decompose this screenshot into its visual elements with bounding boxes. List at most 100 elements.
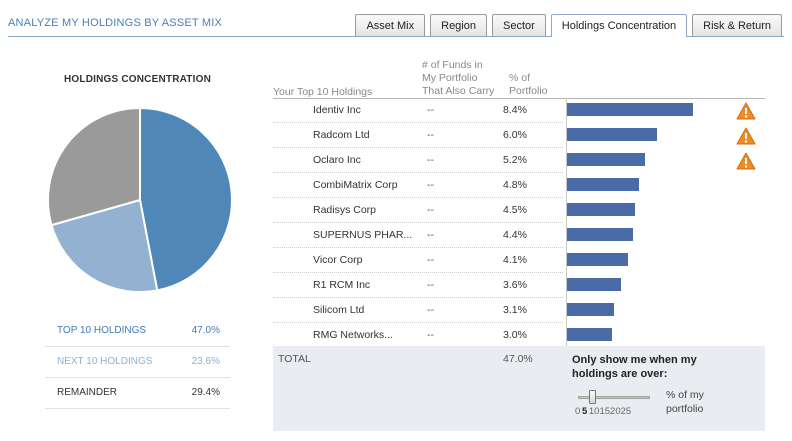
holding-row[interactable]: R1 RCM Inc -- 3.6% [273,273,765,298]
holding-name: Silicom Ltd [313,304,365,316]
holding-name: Radisys Corp [313,204,377,216]
legend-label-next-10: NEXT 10 HOLDINGS [57,356,153,367]
pie-slice-next-10-holdings [50,198,159,293]
bar-axis [566,273,567,298]
holding-row[interactable]: Silicom Ltd -- 3.1% [273,298,765,323]
threshold-slider[interactable]: 0 5 10152025 [575,389,657,419]
holdings-pie-chart [47,107,233,293]
slider-track[interactable] [578,396,650,399]
slider-unit-line2: portfolio [666,403,704,415]
holding-fund-count: -- [427,204,434,216]
row-divider [273,322,563,323]
holding-name: Vicor Corp [313,254,363,266]
row-divider [273,172,563,173]
bar-axis [566,223,567,248]
holding-fund-count: -- [427,254,434,266]
holding-name: SUPERNUS PHAR... [313,229,413,241]
tick-label: 25 [620,406,632,417]
bar-axis [566,298,567,323]
holding-pct: 8.4% [503,104,527,116]
holding-fund-count: -- [427,329,434,341]
tick-label: 10 [588,406,600,417]
holding-pct: 4.5% [503,204,527,216]
holding-pct: 3.6% [503,279,527,291]
holding-row[interactable]: Identiv Inc -- 8.4% [273,98,765,123]
bar-axis [566,148,567,173]
holding-bar [567,128,657,141]
holding-name: Radcom Ltd [313,129,370,141]
holding-name: R1 RCM Inc [313,279,371,291]
holding-bar [567,228,633,241]
header-pct-line1: % of [509,72,531,84]
row-divider [273,297,563,298]
holding-bar [567,178,639,191]
warning-icon[interactable] [736,102,756,120]
legend-divider [45,408,230,409]
holding-fund-count: -- [427,154,434,166]
total-pct: 47.0% [503,353,533,365]
slider-handle[interactable] [589,390,596,404]
row-divider [273,272,563,273]
holding-name: CombiMatrix Corp [313,179,398,191]
header-divider [273,98,765,99]
holding-row[interactable]: Radisys Corp -- 4.5% [273,198,765,223]
holding-bar [567,278,621,291]
holding-pct: 4.1% [503,254,527,266]
bar-axis [566,123,567,148]
tab-sector[interactable]: Sector [491,14,546,36]
header-holdings: Your Top 10 Holdings [273,86,373,98]
holding-bar [567,103,693,116]
slider-unit: % of my portfolio [666,388,704,416]
tick-label: 15 [599,406,611,417]
warning-icon[interactable] [736,152,756,170]
tab-holdings-concentration[interactable]: Holdings Concentration [550,14,688,37]
holding-row[interactable]: Vicor Corp -- 4.1% [273,248,765,273]
holding-row[interactable]: RMG Networks... -- 3.0% [273,323,765,348]
tick-label: 0 [575,406,581,417]
total-label: TOTAL [278,353,311,365]
holding-pct: 4.8% [503,179,527,191]
tab-region[interactable]: Region [430,14,487,36]
header-funds-line2: My Portfolio [422,72,478,84]
holding-pct: 3.0% [503,329,527,341]
tick-label: 20 [610,406,621,417]
tab-risk-return[interactable]: Risk & Return [692,14,782,36]
holding-pct: 4.4% [503,229,527,241]
legend-top-10[interactable]: TOP 10 HOLDINGS 47.0% [57,315,232,346]
bar-axis [566,98,567,123]
holding-row[interactable]: Radcom Ltd -- 6.0% [273,123,765,148]
row-divider [273,197,563,198]
holding-row[interactable]: CombiMatrix Corp -- 4.8% [273,173,765,198]
warning-icon[interactable] [736,127,756,145]
page-title: ANALYZE MY HOLDINGS BY ASSET MIX [8,17,223,29]
holding-name: RMG Networks... [313,329,393,341]
chart-title: HOLDINGS CONCENTRATION [64,74,211,85]
holding-bar [567,303,614,316]
tab-asset-mix[interactable]: Asset Mix [355,14,426,36]
filter-line1: Only show me when my [572,354,697,366]
legend-divider [45,346,230,347]
holding-fund-count: -- [427,104,434,116]
bar-axis [566,248,567,273]
holding-fund-count: -- [427,179,434,191]
row-divider [273,247,563,248]
slider-unit-line1: % of my [666,389,704,401]
holding-name: Oclaro Inc [313,154,361,166]
holding-pct: 5.2% [503,154,527,166]
holding-bar [567,328,612,341]
slider-tick-labels: 0 5 10152025 [575,406,631,417]
legend-next-10[interactable]: NEXT 10 HOLDINGS 23.6% [57,346,232,377]
legend-pct-top-10: 47.0% [191,325,220,336]
pie-slice-remainder [47,107,141,227]
holding-fund-count: -- [427,279,434,291]
holding-row[interactable]: Oclaro Inc -- 5.2% [273,148,765,173]
holding-row[interactable]: SUPERNUS PHAR... -- 4.4% [273,223,765,248]
header-funds-line1: # of Funds in [422,59,483,71]
holding-pct: 6.0% [503,129,527,141]
row-divider [273,122,563,123]
holding-pct: 3.1% [503,304,527,316]
bar-axis [566,323,567,348]
holding-fund-count: -- [427,229,434,241]
legend-remainder[interactable]: REMAINDER 29.4% [57,377,232,408]
filter-line2: holdings are over: [572,368,668,380]
